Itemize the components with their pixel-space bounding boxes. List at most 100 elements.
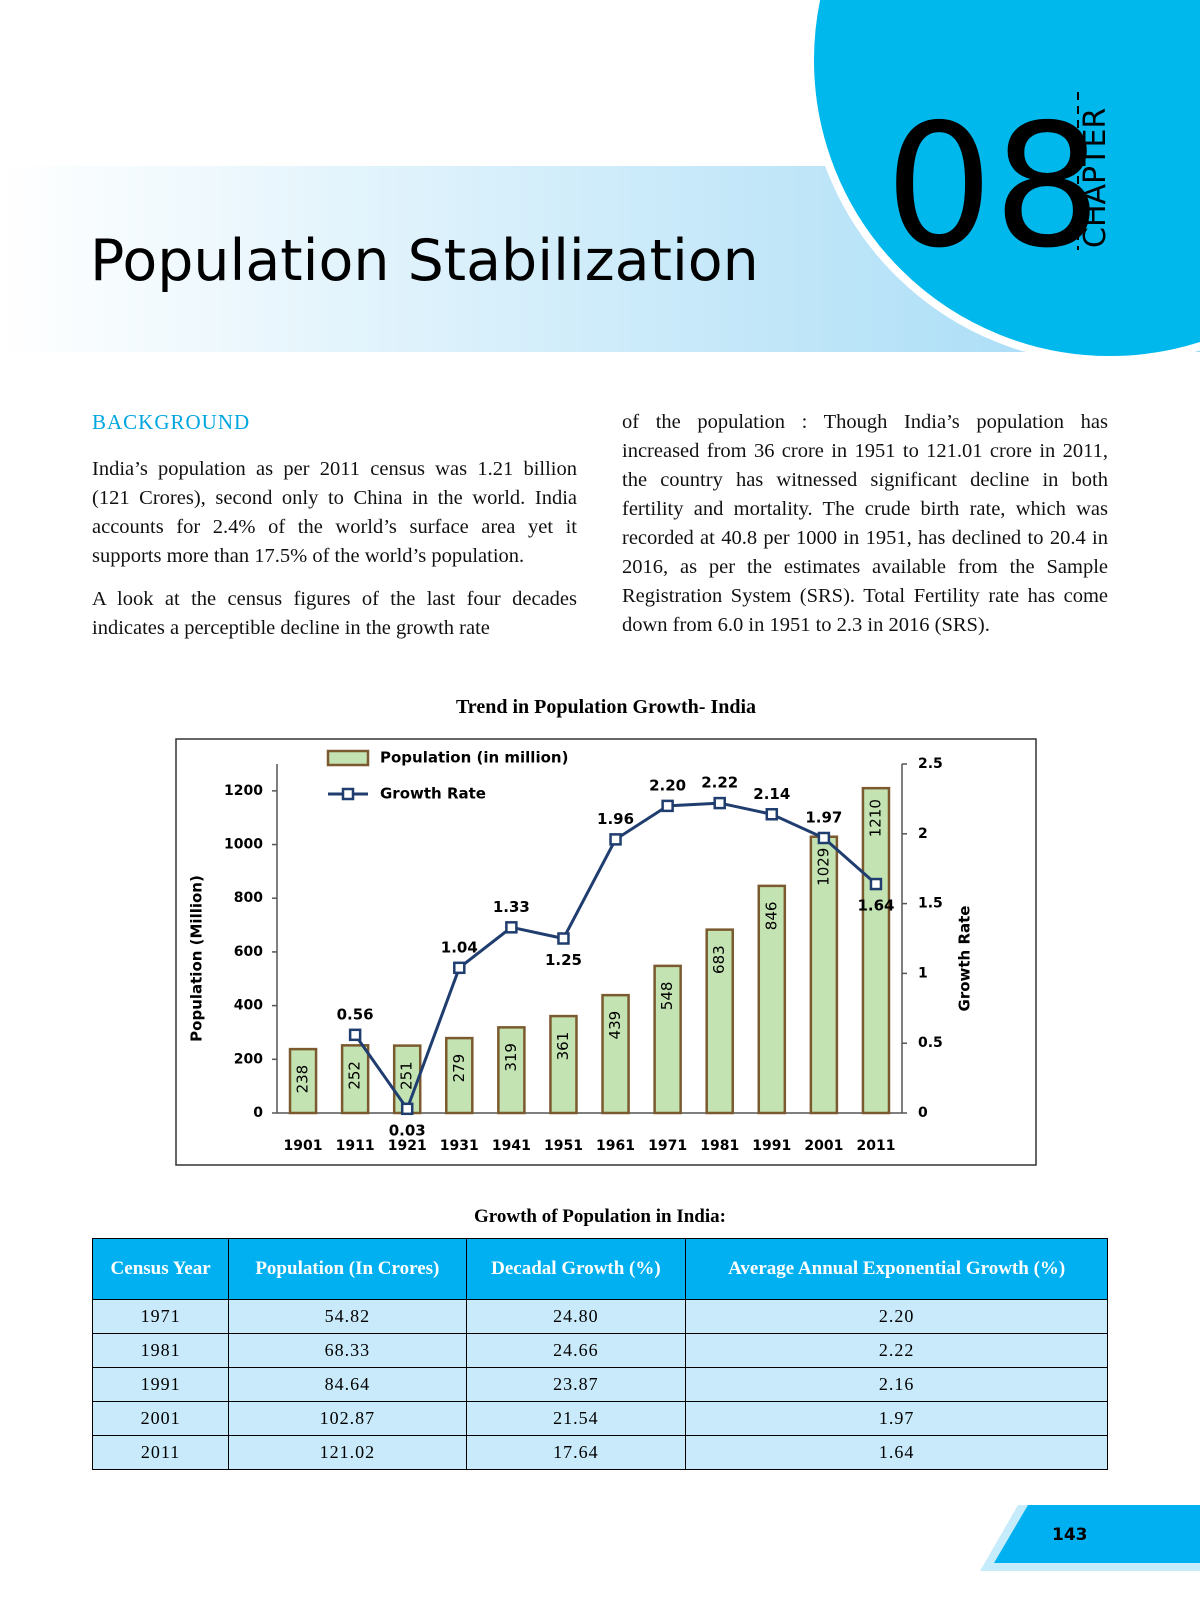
y-tick-label: 1200 xyxy=(224,783,263,799)
header-graphic: 08 CHAPTER Population Stabilization xyxy=(0,0,1200,360)
point-label: 1.96 xyxy=(597,810,634,828)
table-cell: 24.66 xyxy=(465,1333,687,1368)
bar xyxy=(392,1044,422,1115)
y-tick-label: 400 xyxy=(234,998,263,1014)
marker xyxy=(400,1102,414,1116)
paragraph: of the population : Though India’s popul… xyxy=(622,411,1108,636)
legend-swatch xyxy=(326,749,370,767)
y2-tick-label: 2.5 xyxy=(918,756,943,772)
header-cell: Average Annual Exponential Growth (%) xyxy=(685,1238,1108,1300)
table-cell: 21.54 xyxy=(465,1401,687,1436)
marker xyxy=(609,833,622,846)
chapter-number: 08 xyxy=(885,88,1101,286)
table-cell: 1.97 xyxy=(685,1401,1108,1436)
marker xyxy=(505,921,518,934)
x-tick-label: 1921 xyxy=(388,1138,427,1154)
header-cell: Census Year xyxy=(91,1238,230,1300)
x-tick-label: 1971 xyxy=(648,1138,687,1154)
page-title: Population Stabilization xyxy=(90,228,759,294)
bar xyxy=(549,1014,578,1115)
paragraph: India’s population as per 2011 census wa… xyxy=(92,458,577,567)
bar-label: 1210 xyxy=(866,799,884,837)
point-label: 2.14 xyxy=(753,785,790,803)
chapter-label: CHAPTER xyxy=(1078,108,1113,248)
chart-title: Trend in Population Growth- India xyxy=(455,696,757,718)
chapter-circle xyxy=(806,0,1200,360)
bar xyxy=(340,1044,370,1115)
bar-label: 846 xyxy=(762,902,780,931)
table-cell: 102.87 xyxy=(228,1401,467,1436)
y2-axis-title: Growth Rate xyxy=(956,906,974,1012)
y-tick-label: 1000 xyxy=(224,837,263,853)
y-tick-label: 0 xyxy=(253,1105,263,1121)
table-cell: 2.16 xyxy=(685,1367,1108,1402)
point-label: 0.56 xyxy=(337,1005,374,1023)
marker xyxy=(557,932,570,945)
table-row: 1971 54.82 24.80 2.20 xyxy=(91,1299,1108,1334)
table-cell: 84.64 xyxy=(228,1367,467,1402)
bar xyxy=(601,993,630,1115)
table-cell: 2001 xyxy=(91,1401,230,1436)
bar-label: 683 xyxy=(710,945,728,974)
table-cell: 2.22 xyxy=(685,1333,1108,1368)
marker xyxy=(661,799,674,813)
table-cell: 1.64 xyxy=(685,1435,1108,1470)
table-cell: 1991 xyxy=(91,1367,230,1402)
point-label: 2.22 xyxy=(701,774,738,792)
bar-label: 252 xyxy=(346,1061,364,1090)
x-tick-label: 1981 xyxy=(700,1138,739,1154)
table-cell: 23.87 xyxy=(465,1367,687,1402)
bar-label: 1029 xyxy=(814,848,832,886)
y-tick-label: 200 xyxy=(234,1051,263,1067)
y2-tick-label: 0.5 xyxy=(918,1035,943,1051)
legend-label: Growth Rate xyxy=(380,785,486,803)
header-cell: Population (In Crores) xyxy=(228,1238,467,1300)
bar xyxy=(861,786,891,1115)
table-title: Growth of Population in India: xyxy=(474,1206,726,1227)
table-cell: 121.02 xyxy=(228,1435,467,1470)
x-tick-label: 1901 xyxy=(284,1138,323,1154)
bar-label: 548 xyxy=(658,982,676,1011)
bar xyxy=(497,1026,526,1115)
table-body: 1971 54.82 24.80 2.20 1981 68.33 24.66 2.22 1991… xyxy=(91,1299,1108,1470)
x-tick-label: 1951 xyxy=(544,1138,583,1154)
point-label: 1.25 xyxy=(545,951,582,969)
header-cell: Decadal Growth (%) xyxy=(465,1238,687,1300)
paragraph: A look at the census figures of the last… xyxy=(92,588,577,639)
marker xyxy=(453,961,466,975)
bar-label: 319 xyxy=(502,1043,520,1072)
bar xyxy=(705,928,734,1115)
x-tick-label: 1931 xyxy=(440,1138,479,1154)
x-tick-label: 1961 xyxy=(596,1138,635,1154)
bar xyxy=(653,964,682,1115)
table-cell: 2011 xyxy=(91,1435,230,1470)
page-tab: 143 xyxy=(980,1505,1200,1571)
bar-label: 279 xyxy=(450,1054,468,1083)
bar xyxy=(288,1047,318,1115)
point-label: 1.97 xyxy=(805,808,842,826)
x-tick-label: 1941 xyxy=(492,1138,531,1154)
bar xyxy=(445,1036,474,1115)
legend-label: Population (in million) xyxy=(380,749,568,767)
chart: 0 200 400 600 800 1000 1200 0 0.5 1 1.5 2 2.5 Populat… xyxy=(175,738,1037,1166)
table-cell: 68.33 xyxy=(228,1333,467,1368)
y2-tick-label: 1 xyxy=(918,965,928,981)
page-number: 143 xyxy=(1052,1525,1088,1545)
marker xyxy=(713,796,726,810)
tab xyxy=(994,1505,1200,1563)
marker xyxy=(348,1028,362,1042)
table-cell: 24.80 xyxy=(465,1299,687,1334)
x-tick-label: 1991 xyxy=(752,1138,791,1154)
marker xyxy=(765,808,779,821)
y2-tick-label: 2 xyxy=(918,826,928,842)
bar-label: 439 xyxy=(606,1011,624,1040)
table-row: 2011 121.02 17.64 1.64 xyxy=(91,1435,1108,1470)
x-tick-label: 2001 xyxy=(804,1138,843,1154)
bar xyxy=(757,884,787,1115)
table-row: 1981 68.33 24.66 2.22 xyxy=(91,1333,1108,1368)
bar xyxy=(809,835,839,1115)
legend-marker xyxy=(341,787,355,801)
bar-label: 361 xyxy=(554,1032,572,1061)
table-cell: 1981 xyxy=(91,1333,230,1368)
